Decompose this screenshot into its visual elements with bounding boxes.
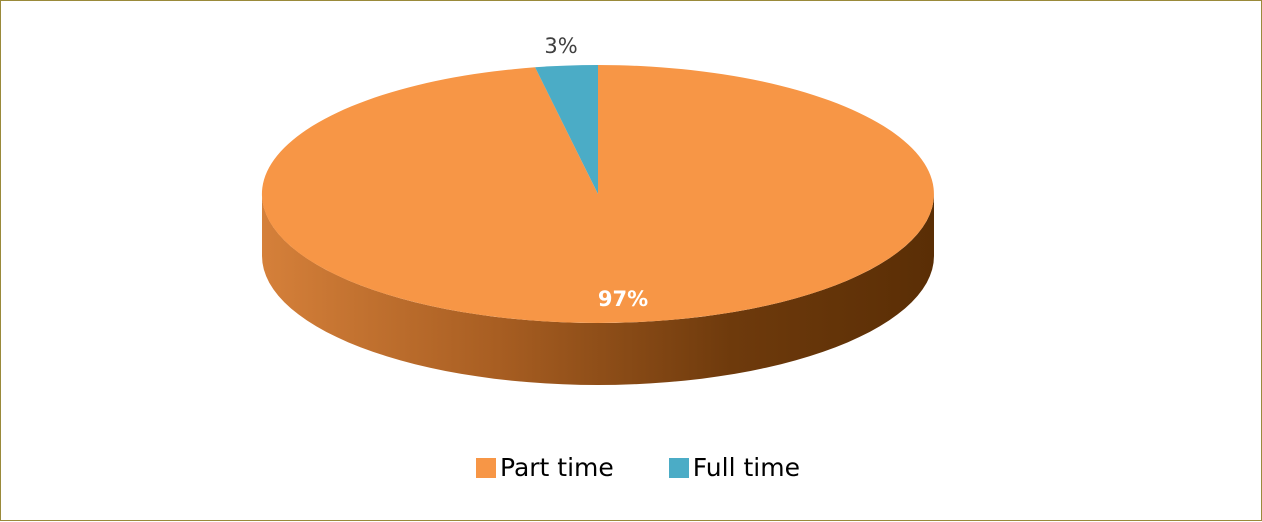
pie-top-group — [261, 65, 934, 324]
legend-label-full-time: Full time — [692, 453, 800, 482]
data-label-full-time: 3% — [544, 34, 577, 58]
legend-swatch-part-time — [476, 457, 496, 478]
pie-side-part-time — [262, 194, 934, 385]
pie-labels-group: 97% 3% — [544, 34, 648, 311]
legend: Part time Full time — [1, 453, 1262, 482]
data-label-part-time: 97% — [598, 287, 648, 311]
legend-item-full-time: Full time — [668, 453, 800, 482]
legend-label-part-time: Part time — [500, 453, 614, 482]
legend-item-part-time: Part time — [476, 453, 614, 482]
pie-slice-part-time — [261, 65, 934, 324]
pie-slice-full-time — [535, 65, 598, 194]
legend-swatch-full-time — [668, 457, 689, 478]
pie-side-group — [262, 194, 934, 385]
